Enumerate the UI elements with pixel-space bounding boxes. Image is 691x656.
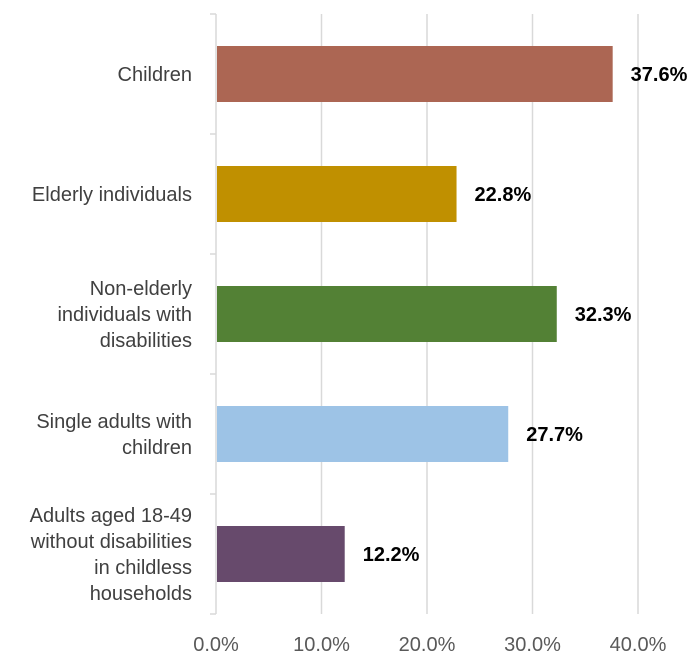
x-axis-tick-labels: 0.0% 10.0% 20.0% 30.0% 40.0%: [193, 634, 666, 656]
x-tick-label: 0.0%: [193, 634, 239, 656]
category-labels: Children Elderly individuals Non-elderly in…: [30, 64, 192, 605]
bar: [217, 166, 457, 222]
bar-value-label: 32.3%: [575, 304, 632, 326]
category-label: Adults aged 18-49 without disabilities in …: [30, 505, 192, 605]
bar: [217, 526, 345, 582]
category-label: Single adults with children: [36, 411, 192, 459]
category-label: Children: [118, 64, 192, 86]
bar: [217, 286, 557, 342]
bars: [217, 46, 613, 582]
x-tick-label: 10.0%: [293, 634, 350, 656]
category-label: Elderly individuals: [32, 184, 192, 206]
data-labels: 37.6% 22.8% 32.3% 27.7% 12.2%: [363, 64, 688, 566]
bar: [217, 406, 509, 462]
x-tick-label: 20.0%: [399, 634, 456, 656]
category-label: Non-elderly individuals with disabilities: [57, 278, 192, 352]
bar-value-label: 12.2%: [363, 544, 420, 566]
category-axis: [210, 13, 217, 615]
x-tick-label: 30.0%: [504, 634, 561, 656]
x-tick-label: 40.0%: [610, 634, 667, 656]
bar: [217, 46, 613, 102]
bar-value-label: 22.8%: [475, 184, 532, 206]
bar-value-label: 37.6%: [631, 64, 688, 86]
bar-value-label: 27.7%: [526, 424, 583, 446]
